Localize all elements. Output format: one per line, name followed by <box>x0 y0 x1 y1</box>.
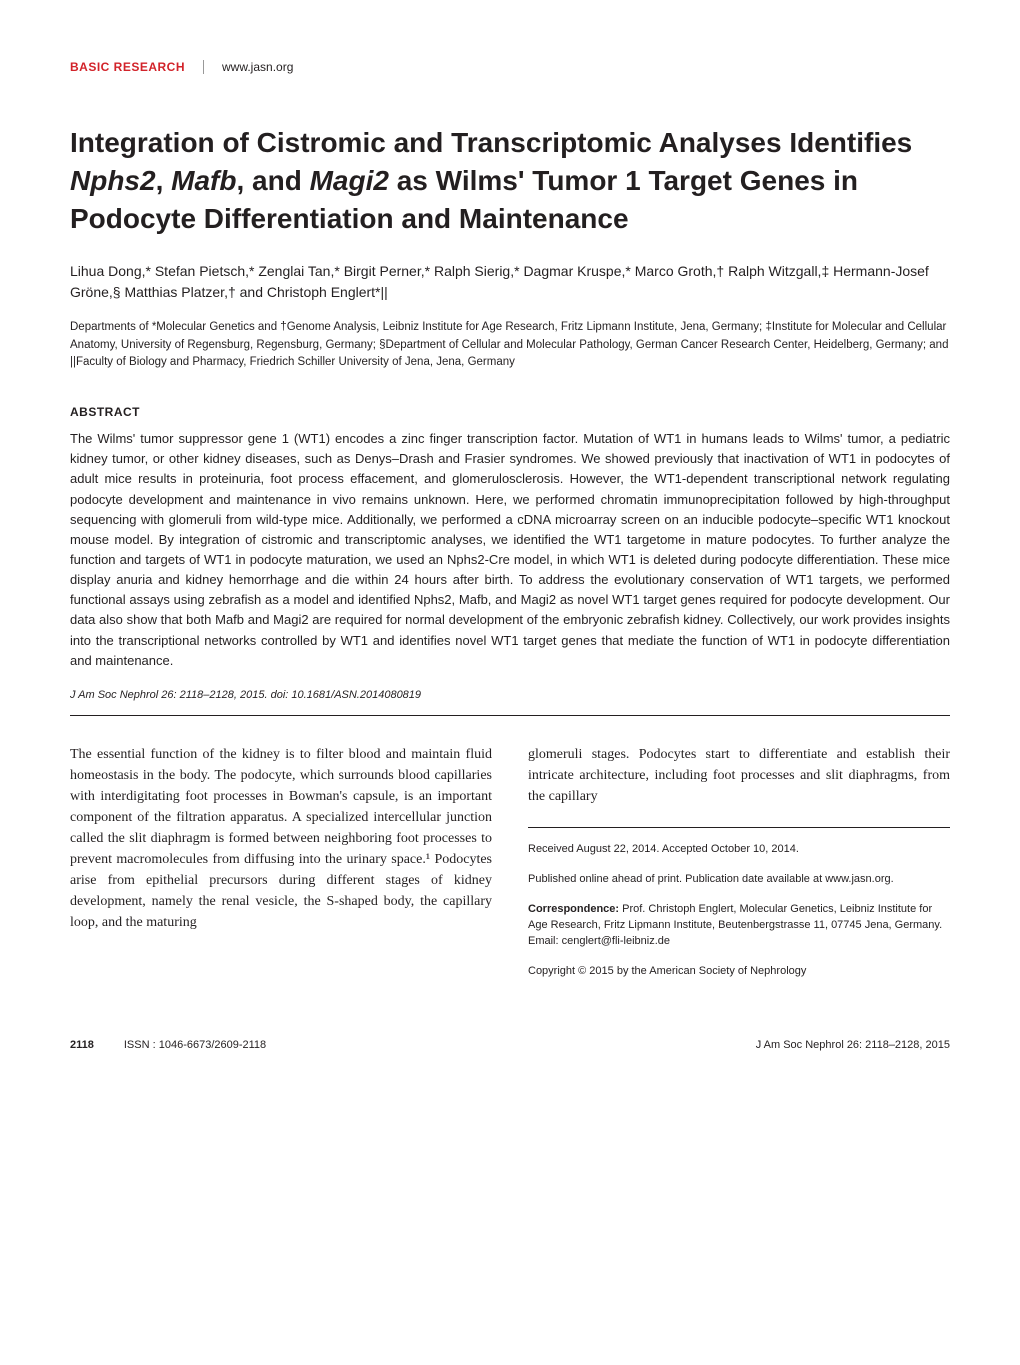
vertical-divider <box>203 60 204 74</box>
title-gene3: Magi2 <box>310 165 389 196</box>
meta-divider <box>528 827 950 828</box>
article-title: Integration of Cistromic and Transcripto… <box>70 124 950 237</box>
title-gene1: Nphs2 <box>70 165 156 196</box>
title-pre: Integration of Cistromic and Transcripto… <box>70 127 912 158</box>
issn: ISSN : 1046-6673/2609-2118 <box>124 1039 266 1051</box>
journal-reference: J Am Soc Nephrol 26: 2118–2128, 2015 <box>756 1039 950 1051</box>
body-right-text: glomeruli stages. Podocytes start to dif… <box>528 744 950 807</box>
abstract-body: The Wilms' tumor suppressor gene 1 (WT1)… <box>70 429 950 671</box>
title-sep1: , <box>156 165 172 196</box>
two-column-body: The essential function of the kidney is … <box>70 744 950 980</box>
horizontal-rule <box>70 715 950 716</box>
body-left-text: The essential function of the kidney is … <box>70 744 492 933</box>
section-label: BASIC RESEARCH <box>70 60 185 74</box>
website-url: www.jasn.org <box>222 60 293 74</box>
published-note: Published online ahead of print. Publica… <box>528 872 950 888</box>
header-bar: BASIC RESEARCH www.jasn.org <box>70 60 950 74</box>
abstract-heading: ABSTRACT <box>70 405 950 419</box>
title-sep2: , and <box>236 165 309 196</box>
correspondence-label: Correspondence: <box>528 903 619 915</box>
title-gene2: Mafb <box>171 165 236 196</box>
affiliations: Departments of *Molecular Genetics and †… <box>70 319 950 371</box>
received-accepted: Received August 22, 2014. Accepted Octob… <box>528 842 950 858</box>
page-footer: 2118 ISSN : 1046-6673/2609-2118 J Am Soc… <box>70 1039 950 1051</box>
citation: J Am Soc Nephrol 26: 2118–2128, 2015. do… <box>70 689 950 701</box>
copyright: Copyright © 2015 by the American Society… <box>528 964 950 980</box>
page-number: 2118 <box>70 1039 94 1051</box>
column-left: The essential function of the kidney is … <box>70 744 492 980</box>
column-right: glomeruli stages. Podocytes start to dif… <box>528 744 950 980</box>
footer-left: 2118 ISSN : 1046-6673/2609-2118 <box>70 1039 266 1051</box>
author-list: Lihua Dong,* Stefan Pietsch,* Zenglai Ta… <box>70 261 950 303</box>
correspondence: Correspondence: Prof. Christoph Englert,… <box>528 902 950 950</box>
